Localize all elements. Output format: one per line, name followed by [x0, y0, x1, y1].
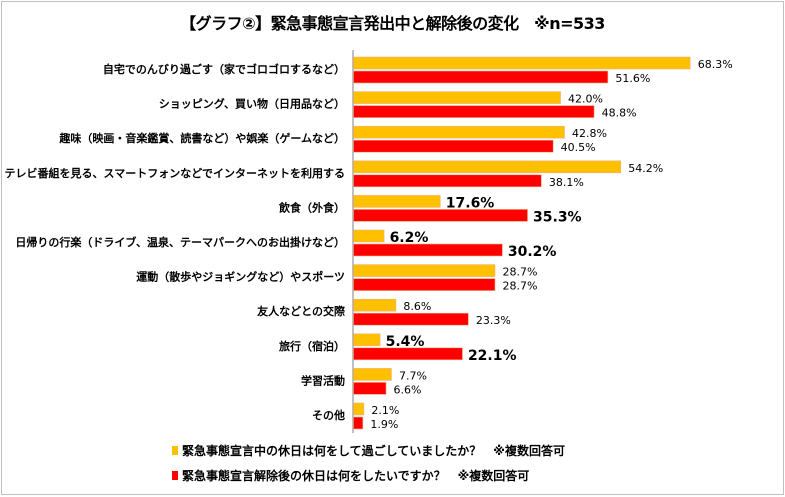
bar-after	[353, 278, 496, 291]
legend-item-after: 緊急事態宣言解除後の休日は何をしたいですか？ ※複数回答可	[172, 467, 529, 484]
data-label: 35.3%	[533, 209, 582, 225]
data-label: 6.2%	[390, 230, 429, 246]
data-label: 7.7%	[399, 369, 427, 382]
data-label: 42.0%	[568, 93, 603, 106]
legend-swatch-after	[172, 471, 178, 480]
data-label: 38.1%	[549, 176, 584, 189]
data-label: 17.6%	[446, 195, 495, 211]
bar-during	[353, 333, 381, 347]
chart-title: 【グラフ②】緊急事態宣言発出中と解除後の変化 ※n=533	[180, 14, 605, 33]
bar-during	[353, 125, 565, 139]
data-label: 42.8%	[572, 127, 607, 140]
category-label: 自宅でのんびり過ごす（家でゴロゴロするなど）	[103, 62, 345, 76]
data-label: 2.1%	[371, 404, 399, 417]
bar-during	[353, 402, 365, 416]
bar-during	[353, 160, 622, 174]
bar-during	[353, 91, 561, 104]
data-label: 6.6%	[394, 383, 422, 396]
bar-during	[353, 229, 385, 243]
data-label: 22.1%	[468, 348, 517, 364]
bar-after	[353, 105, 595, 118]
data-label: 48.8%	[602, 107, 637, 120]
data-label: 28.7%	[502, 266, 537, 279]
bar-after	[353, 382, 387, 395]
bar-during	[353, 298, 397, 312]
category-label: 学習活動	[301, 373, 345, 387]
legend-swatch-during	[172, 446, 178, 455]
category-label: ショッピング、買い物（日用品など）	[159, 97, 345, 111]
category-label: 日帰りの行楽（ドライブ、温泉、テーマパークへのお出掛けなど）	[15, 235, 345, 249]
bar-after	[353, 209, 528, 222]
data-label: 28.7%	[502, 280, 537, 293]
legend-label-after: 緊急事態宣言解除後の休日は何をしたいですか？ ※複数回答可	[182, 469, 530, 483]
category-label: その他	[312, 408, 345, 422]
bar-after	[353, 139, 554, 153]
category-label: テレビ番組を見る、スマートフォンなどでインターネットを利用する	[5, 166, 345, 180]
category-label: 飲食（外食）	[278, 200, 345, 214]
data-label: 8.6%	[403, 300, 431, 313]
bar-after	[353, 174, 542, 188]
legend-item-during: 緊急事態宣言中の休日は何をして過ごしていましたか？ ※複数回答可	[172, 442, 565, 459]
bar-during	[353, 56, 691, 70]
bar-during	[353, 264, 496, 277]
bar-after	[353, 312, 469, 326]
data-label: 68.3%	[698, 58, 733, 71]
legend-label-during: 緊急事態宣言中の休日は何をして過ごしていましたか？ ※複数回答可	[182, 444, 565, 458]
data-label: 5.4%	[386, 334, 425, 350]
bar-after	[353, 416, 364, 430]
category-label: 友人などとの交際	[257, 304, 346, 318]
data-label: 51.6%	[615, 72, 650, 85]
data-label: 1.9%	[370, 418, 398, 431]
category-label: 趣味（映画・音楽鑑賞、読書など）や娯楽（ゲームなど）	[58, 131, 345, 145]
data-label: 54.2%	[628, 162, 663, 175]
bar-after	[353, 70, 609, 84]
data-label: 40.5%	[561, 141, 596, 154]
category-label: 運動（散歩やジョギングなど）やスポーツ	[136, 270, 345, 284]
bar-during	[353, 195, 441, 208]
bar-during	[353, 368, 392, 381]
bar-after	[353, 347, 463, 361]
bar-after	[353, 243, 503, 257]
data-label: 30.2%	[508, 244, 557, 260]
category-label: 旅行（宿泊）	[279, 339, 345, 353]
data-label: 23.3%	[476, 314, 511, 327]
